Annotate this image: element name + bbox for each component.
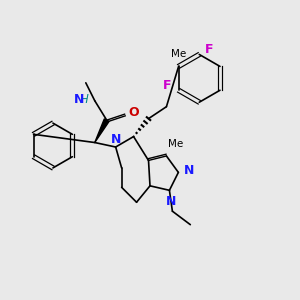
- Text: Me: Me: [168, 139, 183, 148]
- Text: O: O: [128, 106, 139, 119]
- Text: H: H: [80, 93, 89, 106]
- Text: N: N: [166, 195, 176, 208]
- Text: F: F: [205, 44, 213, 56]
- Text: N: N: [111, 133, 121, 146]
- Text: N: N: [74, 93, 84, 106]
- Text: Me: Me: [171, 49, 186, 59]
- Text: N: N: [184, 164, 194, 176]
- Polygon shape: [95, 119, 109, 142]
- Text: F: F: [163, 79, 171, 92]
